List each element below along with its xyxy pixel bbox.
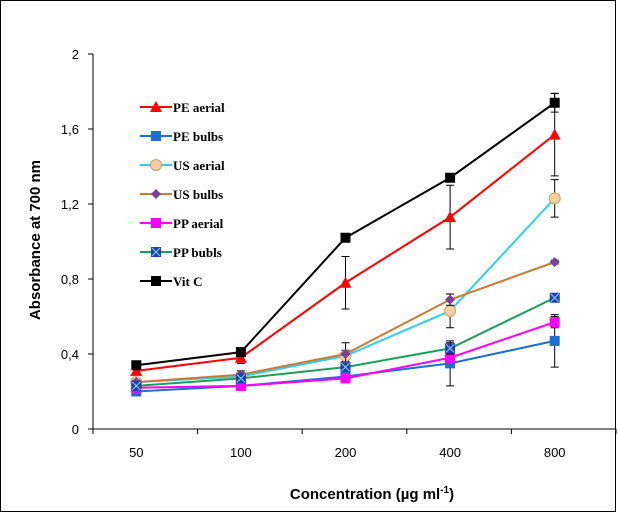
legend-label: PE bulbs bbox=[173, 129, 223, 144]
y-tick-label: 2 bbox=[72, 47, 79, 62]
x-axis-title: Concentration (µg ml-1) bbox=[290, 485, 454, 503]
legend-label: PP bubls bbox=[173, 245, 222, 260]
data-point bbox=[340, 232, 351, 243]
legend-marker bbox=[151, 189, 161, 199]
marker-cross bbox=[550, 293, 560, 303]
data-point bbox=[445, 294, 456, 305]
data-point bbox=[549, 257, 560, 268]
data-point bbox=[131, 360, 142, 371]
data-point bbox=[548, 128, 561, 140]
y-tick-label: 0 bbox=[72, 422, 79, 437]
legend-item: PP bubls bbox=[140, 245, 222, 260]
data-point bbox=[445, 358, 456, 369]
data-point bbox=[549, 335, 560, 346]
legend-marker bbox=[150, 159, 162, 171]
y-tick-label: 1,6 bbox=[61, 122, 79, 137]
data-point bbox=[235, 373, 246, 384]
data-point bbox=[549, 292, 560, 303]
data-point bbox=[444, 304, 457, 317]
x-tick-label: 100 bbox=[230, 445, 252, 460]
marker-cross bbox=[151, 247, 161, 257]
legend: PE aerial PE bulbs US aerial US bulbs PP aer… bbox=[140, 100, 225, 289]
data-point bbox=[445, 352, 456, 363]
legend-label: US bulbs bbox=[173, 187, 223, 202]
marker-cross bbox=[341, 362, 350, 372]
y-tick-label: 0,4 bbox=[61, 347, 79, 362]
y-axis-title: Absorbance at 700 nm bbox=[27, 160, 44, 320]
data-point bbox=[340, 349, 351, 359]
y-tick-label: 0,8 bbox=[61, 272, 79, 287]
series bbox=[130, 92, 561, 376]
legend-marker bbox=[151, 247, 161, 257]
x-tick-label: 800 bbox=[544, 445, 566, 460]
legend-item: PE aerial bbox=[140, 100, 225, 115]
marker-cross bbox=[236, 374, 246, 383]
legend-label: PP aerial bbox=[173, 216, 224, 231]
data-point bbox=[445, 343, 456, 354]
legend-item: PP aerial bbox=[140, 216, 224, 231]
series-group bbox=[130, 92, 561, 397]
data-point bbox=[235, 347, 246, 358]
legend-label: PE aerial bbox=[173, 100, 225, 115]
data-point bbox=[340, 362, 351, 373]
data-point bbox=[548, 192, 561, 205]
legend-item: PE bulbs bbox=[140, 129, 223, 144]
data-point bbox=[549, 97, 560, 108]
legend-label: US aerial bbox=[173, 158, 225, 173]
data-point bbox=[339, 276, 352, 288]
x-tick-label: 400 bbox=[439, 445, 461, 460]
series bbox=[131, 92, 560, 371]
legend-item: US bulbs bbox=[140, 187, 223, 202]
legend-marker bbox=[151, 131, 161, 141]
axes-group: 0 0,4 0,8 1,2 1,6 2 50 100 200 400 800 bbox=[61, 47, 617, 460]
legend-marker bbox=[151, 218, 161, 228]
marker-cross bbox=[445, 344, 455, 353]
legend-marker bbox=[150, 101, 162, 112]
marker-cross bbox=[131, 381, 141, 391]
x-axis-title-close: ) bbox=[449, 486, 454, 503]
x-axis-title-superscript: -1 bbox=[440, 485, 449, 496]
legend-item: Vit C bbox=[140, 274, 203, 289]
data-point bbox=[340, 373, 351, 384]
data-point bbox=[235, 380, 246, 391]
x-tick-label: 50 bbox=[129, 445, 143, 460]
legend-marker bbox=[151, 276, 161, 286]
data-point bbox=[130, 364, 143, 376]
legend-label: Vit C bbox=[173, 274, 203, 289]
y-tick-label: 1,2 bbox=[61, 197, 79, 212]
data-point bbox=[234, 351, 247, 363]
series bbox=[131, 292, 560, 391]
legend-item: US aerial bbox=[140, 158, 225, 173]
x-tick-label: 200 bbox=[335, 445, 357, 460]
data-point bbox=[444, 211, 457, 223]
data-point bbox=[549, 317, 560, 328]
data-point bbox=[445, 172, 456, 183]
x-axis-title-main: Concentration (µg ml bbox=[290, 486, 440, 503]
data-point bbox=[131, 380, 142, 391]
